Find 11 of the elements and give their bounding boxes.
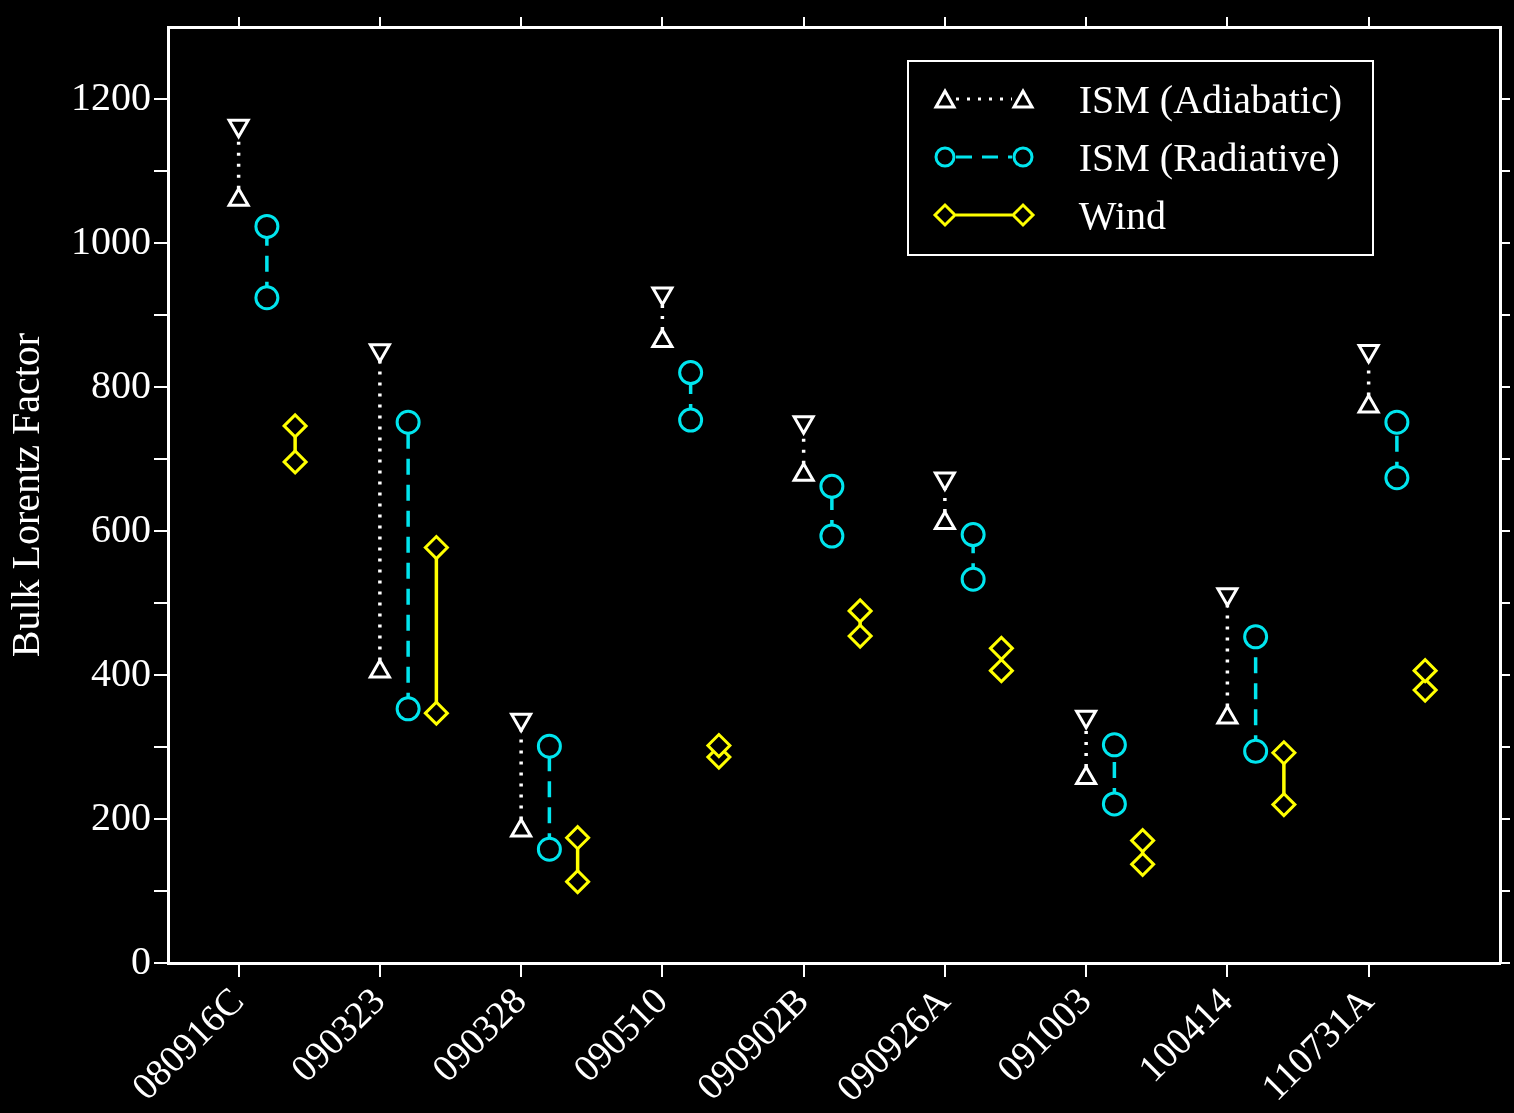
y-tick-label: 1000 — [71, 217, 151, 263]
y-tick-label: 600 — [91, 505, 151, 551]
y-tick-label: 1200 — [71, 73, 151, 119]
legend-label: ISM (Adiabatic) — [1078, 75, 1342, 123]
legend-label: ISM (Radiative) — [1078, 133, 1340, 181]
y-tick-label: 0 — [131, 937, 151, 983]
y-tick-label: 800 — [91, 361, 151, 407]
y-tick-label: 400 — [91, 649, 151, 695]
y-tick-label: 200 — [91, 793, 151, 839]
legend-label: Wind — [1078, 191, 1166, 239]
y-axis-title: Bulk Lorentz Factor — [2, 332, 48, 658]
